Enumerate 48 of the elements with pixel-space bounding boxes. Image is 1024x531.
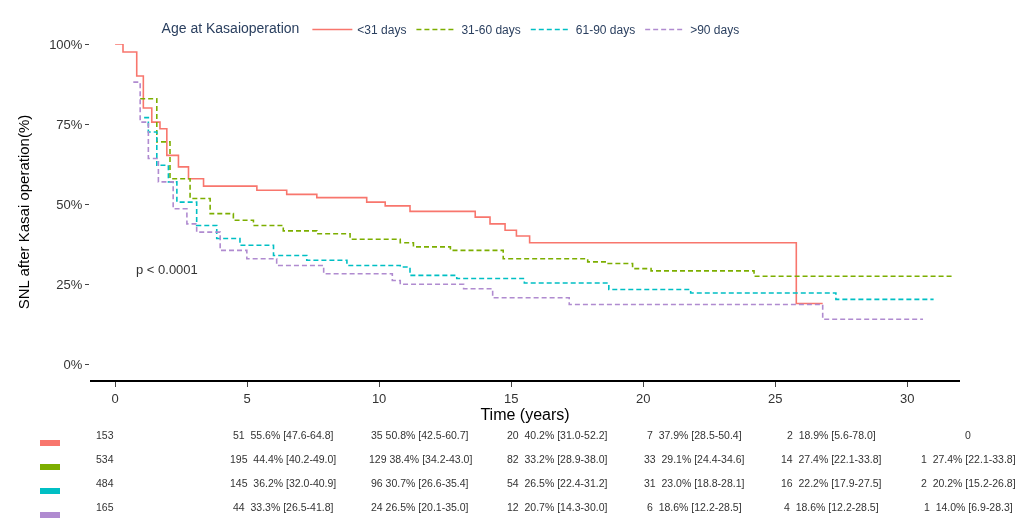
text: 165	[96, 501, 114, 513]
text: 7 37.9% [28.5-50.4]	[647, 429, 742, 441]
text: 6 18.6% [12.2-28.5]	[647, 501, 742, 513]
x-tick-label: 25	[767, 390, 783, 406]
text: 82 33.2% [28.9-38.0]	[507, 453, 608, 465]
y-tick-label: 100%	[49, 36, 83, 52]
y-tick-label: 75%	[56, 116, 83, 132]
text: 534	[96, 453, 114, 465]
text: 16 22.2% [17.9-27.5]	[781, 477, 882, 489]
text: 20 40.2% [31.0-52.2]	[507, 429, 608, 441]
x-tick-label: 15	[503, 390, 519, 406]
text: 484	[96, 477, 114, 489]
text: 35 50.8% [42.5-60.7]	[371, 429, 469, 441]
x-tick-label: 10	[371, 390, 387, 406]
text: 31 23.0% [18.8-28.1]	[644, 477, 745, 489]
text: 145 36.2% [32.0-40.9]	[230, 477, 337, 489]
text: 24 26.5% [20.1-35.0]	[371, 501, 469, 513]
text: 14 27.4% [22.1-33.8]	[781, 453, 882, 465]
text: 129 38.4% [34.2-43.0]	[369, 453, 473, 465]
y-tick-label: 25%	[56, 276, 83, 292]
text: 54 26.5% [22.4-31.2]	[507, 477, 608, 489]
text: 153	[96, 429, 114, 441]
x-tick-label: 30	[899, 390, 915, 406]
legend-label: 61-90 days	[575, 23, 636, 38]
text: 1 27.4% [22.1-33.8]	[921, 453, 1016, 465]
annotation: p < 0.0001	[136, 262, 198, 277]
x-tick-label: 5	[243, 390, 251, 406]
y-tick-label: 0%	[63, 356, 83, 372]
text: 96 30.7% [26.6-35.4]	[371, 477, 469, 489]
legend-label: <31 days	[357, 23, 407, 38]
x-axis-title: Time (years)	[480, 405, 570, 423]
y-axis-title: SNL after Kasai operation(%)	[15, 114, 33, 310]
x-tick-label: 20	[635, 390, 651, 406]
y-tick-label: 50%	[56, 196, 83, 212]
text: 195 44.4% [40.2-49.0]	[230, 453, 337, 465]
text: 1 14.0% [6.9-28.3]	[924, 501, 1013, 513]
text: 2 20.2% [15.2-26.8]	[921, 477, 1016, 489]
legend-title: Age at Kasaioperation	[161, 20, 300, 37]
text: 33 29.1% [24.4-34.6]	[644, 453, 745, 465]
text: 12 20.7% [14.3-30.0]	[507, 501, 608, 513]
text: 44 33.3% [26.5-41.8]	[233, 501, 334, 513]
legend-label: >90 days	[690, 23, 740, 38]
text: 51 55.6% [47.6-64.8]	[233, 429, 334, 441]
text: 2 18.9% [5.6-78.0]	[787, 429, 876, 441]
text: 4 18.6% [12.2-28.5]	[784, 501, 879, 513]
legend-label: 31-60 days	[461, 23, 521, 38]
x-tick-label: 0	[111, 390, 119, 406]
text: 0	[965, 429, 971, 441]
